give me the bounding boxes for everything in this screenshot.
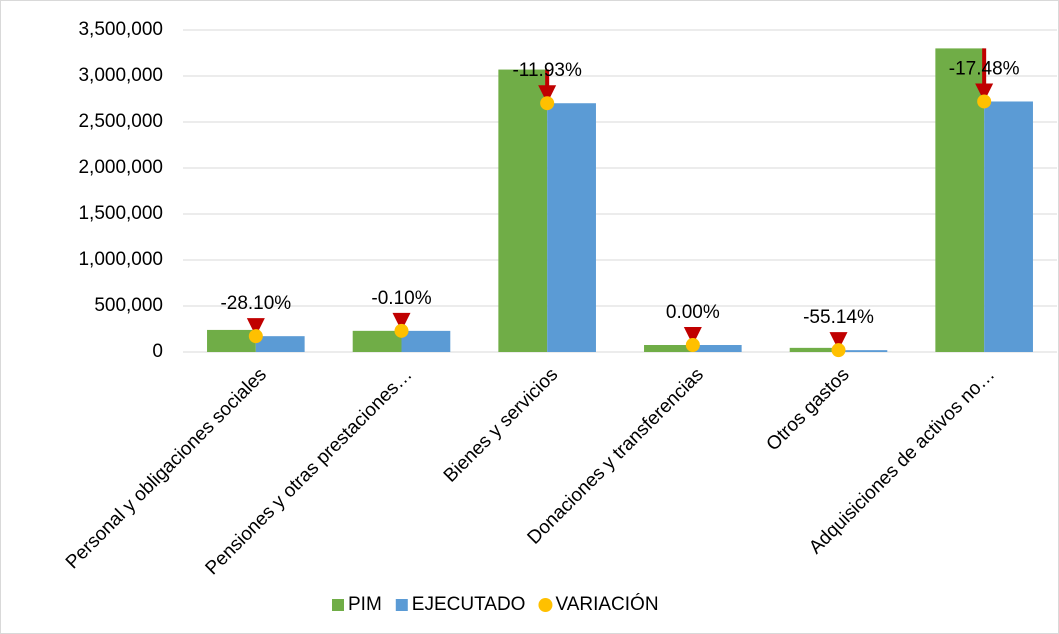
bar: [401, 330, 451, 352]
y-tick-label: 2,000,000: [78, 157, 163, 178]
variation-dot: [685, 338, 700, 353]
data-label: -0.10%: [371, 288, 431, 309]
bar: [644, 345, 693, 352]
variation-dot: [394, 323, 409, 338]
y-tick-label: 1,500,000: [78, 203, 163, 224]
legend-swatch: [395, 599, 408, 611]
bar: [207, 329, 256, 352]
data-label: 0.00%: [666, 302, 720, 323]
variation-arrow: [975, 48, 994, 102]
data-label: -17.48%: [949, 58, 1020, 79]
arrow-head: [392, 312, 411, 331]
bar: [789, 347, 839, 352]
y-tick-label: 0: [152, 341, 163, 362]
legend-label: EJECUTADO: [412, 594, 526, 615]
arrow-head: [246, 318, 265, 337]
bar: [547, 103, 596, 353]
variation-dot: [540, 96, 555, 111]
legend-label: PIM: [348, 594, 382, 615]
bar: [838, 350, 888, 352]
y-tick-label: 3,000,000: [78, 65, 163, 86]
y-tick-label: 3,500,000: [78, 19, 163, 40]
arrow-head: [683, 327, 702, 346]
y-tick-label: 2,500,000: [78, 111, 163, 132]
bar: [692, 345, 742, 352]
legend-swatch: [332, 599, 344, 611]
y-tick-label: 1,000,000: [78, 249, 163, 270]
arrow-head: [538, 85, 557, 104]
bar: [255, 336, 305, 352]
bar: [935, 48, 985, 353]
variation-arrow: [538, 69, 557, 104]
data-label: -28.10%: [220, 293, 291, 314]
arrow-head: [829, 332, 848, 351]
bar: [498, 69, 548, 352]
variation-dot: [977, 94, 992, 109]
arrow-head: [975, 83, 994, 102]
bar: [352, 330, 402, 352]
bar: [984, 101, 1033, 352]
legend-swatch: [538, 598, 553, 612]
variation-dot: [831, 343, 846, 358]
y-tick-label: 500,000: [94, 295, 163, 316]
data-label: -55.14%: [803, 307, 874, 328]
legend-label: VARIACIÓN: [555, 593, 658, 615]
variation-dot: [248, 329, 263, 344]
data-label: -11.93%: [512, 60, 581, 81]
